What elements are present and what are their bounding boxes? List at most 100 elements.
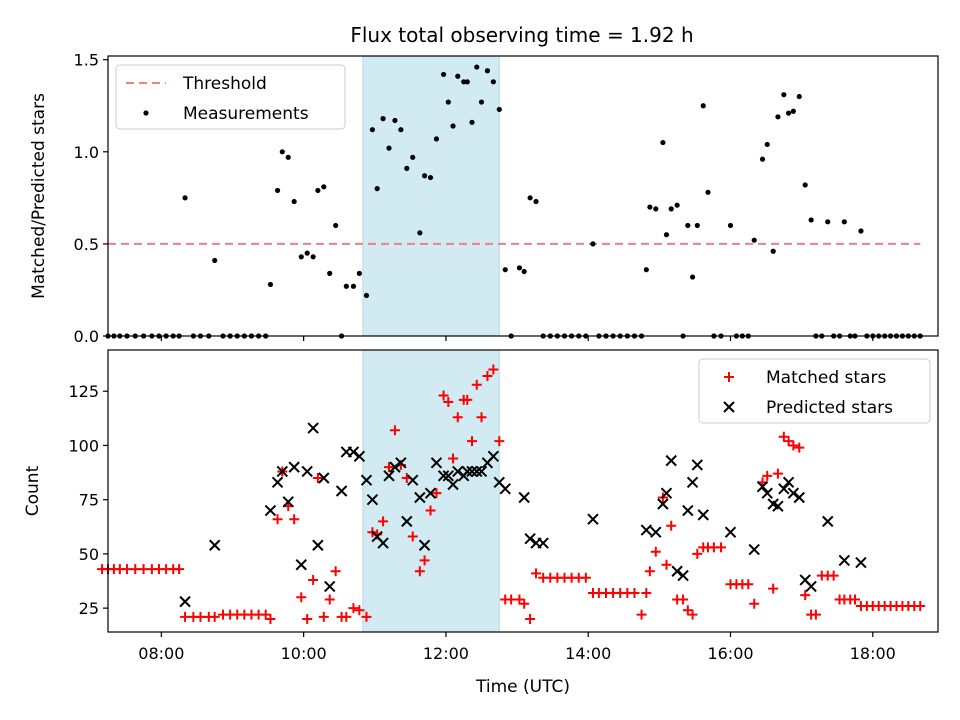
matched-point xyxy=(308,574,319,585)
x-axis-label: Time (UTC) xyxy=(475,677,570,697)
predicted-point xyxy=(518,491,530,504)
predicted-point xyxy=(855,556,867,569)
y-tick-label: 1.5 xyxy=(74,51,99,70)
predicted-point xyxy=(407,474,419,486)
matched-point xyxy=(800,590,811,601)
predicted-point xyxy=(271,476,284,489)
measurement-point xyxy=(304,250,310,256)
predicted-point xyxy=(805,580,817,593)
measurement-point xyxy=(285,154,291,160)
predicted-point xyxy=(724,526,737,538)
matched-point xyxy=(794,442,805,453)
matched-point xyxy=(494,436,505,447)
highlight-band xyxy=(362,349,500,633)
measurement-point xyxy=(433,136,440,142)
matched-point xyxy=(772,468,783,479)
matched-point xyxy=(452,412,463,423)
measurement-point xyxy=(291,198,297,205)
predicted-point xyxy=(301,465,313,478)
legend-matched-swatch xyxy=(724,372,734,382)
predicted-point xyxy=(782,476,795,489)
measurement-point xyxy=(786,110,792,116)
predicted-point xyxy=(401,515,413,528)
predicted-point xyxy=(471,465,483,478)
y-tick-label: 75 xyxy=(79,491,99,510)
matched-point xyxy=(324,594,335,605)
matched-point xyxy=(265,613,276,624)
measurement-point xyxy=(808,217,814,223)
measurement-point xyxy=(315,187,321,194)
matched-point xyxy=(389,425,400,436)
measurement-point xyxy=(417,230,423,236)
matched-point xyxy=(361,611,372,622)
predicted-point xyxy=(295,559,307,571)
measurement-point xyxy=(427,174,434,181)
measurement-point xyxy=(350,283,357,289)
measurement-point xyxy=(858,228,864,234)
matched-point xyxy=(636,609,647,620)
legend-predicted-swatch xyxy=(723,401,735,413)
measurement-point xyxy=(694,222,700,229)
matched-point xyxy=(644,566,655,577)
matched-point xyxy=(431,488,442,499)
measurement-point xyxy=(182,195,188,201)
measurement-point xyxy=(490,79,496,85)
matched-point xyxy=(915,600,926,611)
matched-point xyxy=(209,611,220,622)
predicted-point xyxy=(524,533,536,545)
predicted-point xyxy=(466,465,478,478)
matched-point xyxy=(348,603,359,614)
predicted-point xyxy=(761,487,773,499)
predicted-point xyxy=(179,595,191,608)
predicted-point xyxy=(772,500,784,512)
matched-point xyxy=(174,564,185,575)
measurement-point xyxy=(647,204,653,210)
x-tick-label: 16:00 xyxy=(707,644,753,663)
predicted-point xyxy=(665,454,677,467)
matched-point xyxy=(272,514,283,525)
matched-point xyxy=(296,592,307,603)
predicted-point xyxy=(324,580,336,593)
matched-point xyxy=(641,587,652,598)
predicted-point xyxy=(778,483,790,495)
measurement-point xyxy=(825,219,831,225)
measurement-point xyxy=(521,268,527,275)
matched-point xyxy=(682,605,693,616)
legend-box xyxy=(698,358,931,424)
matched-point xyxy=(443,397,454,408)
measurement-point xyxy=(770,248,776,254)
measurement-point xyxy=(455,73,461,79)
predicted-point xyxy=(822,515,834,528)
matched-point xyxy=(650,546,661,557)
legend-box xyxy=(115,64,346,130)
predicted-point xyxy=(282,496,294,508)
predicted-point xyxy=(691,459,704,471)
y-axis-label: Count xyxy=(23,465,43,516)
measurement-point xyxy=(461,79,467,85)
y-tick-label: 1.0 xyxy=(74,143,99,162)
measurement-point xyxy=(380,116,386,122)
measurement-point xyxy=(274,187,281,194)
matched-point xyxy=(407,531,418,542)
measurement-point xyxy=(796,93,802,100)
matched-point xyxy=(778,431,789,442)
measurement-point xyxy=(369,127,376,133)
matched-point xyxy=(749,598,760,609)
measurement-point xyxy=(764,141,770,148)
predicted-point xyxy=(389,461,401,473)
measurement-point xyxy=(841,219,847,225)
matched-point xyxy=(260,609,271,620)
predicted-point xyxy=(383,470,395,482)
measurement-point xyxy=(298,254,304,260)
measurement-point xyxy=(484,68,491,74)
predicted-point xyxy=(347,446,360,458)
predicted-point xyxy=(447,478,459,491)
measurement-point xyxy=(527,195,533,201)
measurement-point xyxy=(374,186,380,192)
legend-label: Threshold xyxy=(182,74,267,94)
matched-point xyxy=(476,412,487,423)
measurement-point xyxy=(643,267,649,273)
matched-point xyxy=(514,594,525,605)
matched-point xyxy=(471,379,482,390)
